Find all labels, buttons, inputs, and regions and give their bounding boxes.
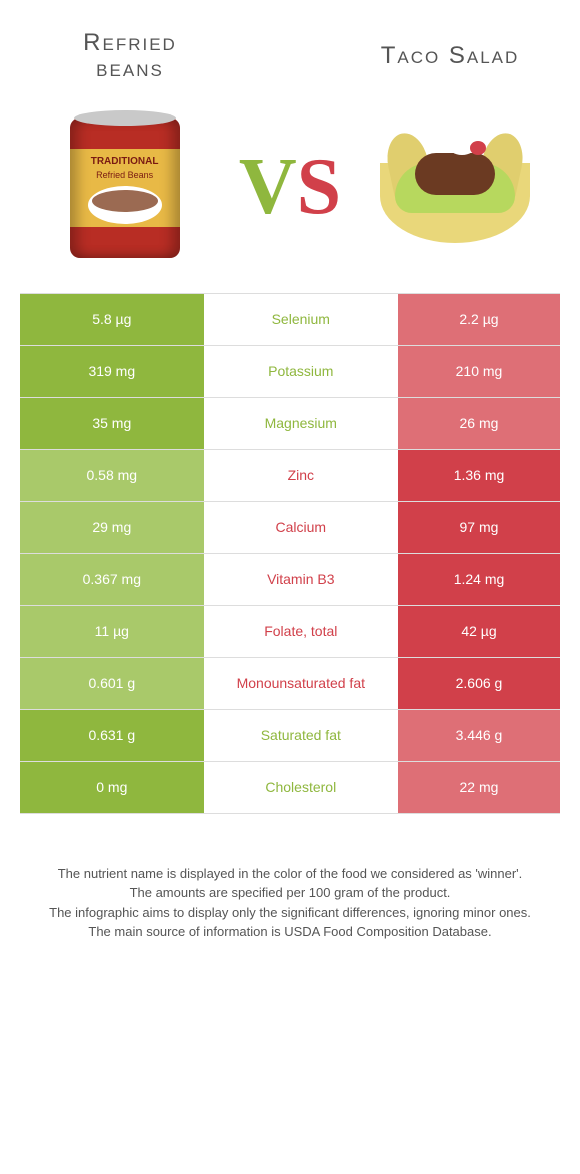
right-value: 210 mg (398, 346, 560, 397)
right-value: 2.606 g (398, 658, 560, 709)
nutrient-name: Magnesium (204, 398, 398, 449)
can-icon: TRADITIONAL Refried Beans (70, 118, 180, 258)
table-row: 29 mgCalcium97 mg (20, 502, 560, 554)
left-food-image: TRADITIONAL Refried Beans (50, 113, 200, 263)
table-row: 5.8 µgSelenium2.2 µg (20, 294, 560, 346)
vs-s: S (297, 143, 342, 231)
right-value: 22 mg (398, 762, 560, 813)
footer: The nutrient name is displayed in the co… (0, 814, 580, 942)
nutrient-name: Folate, total (204, 606, 398, 657)
left-value: 11 µg (20, 606, 204, 657)
left-value: 35 mg (20, 398, 204, 449)
right-value: 26 mg (398, 398, 560, 449)
left-value: 0 mg (20, 762, 204, 813)
table-row: 0.58 mgZinc1.36 mg (20, 450, 560, 502)
left-value: 5.8 µg (20, 294, 204, 345)
left-value: 29 mg (20, 502, 204, 553)
nutrient-name: Cholesterol (204, 762, 398, 813)
footer-line-2: The amounts are specified per 100 gram o… (30, 883, 550, 903)
right-value: 2.2 µg (398, 294, 560, 345)
left-value: 0.367 mg (20, 554, 204, 605)
table-row: 0.601 gMonounsaturated fat2.606 g (20, 658, 560, 710)
comparison-table: 5.8 µgSelenium2.2 µg319 mgPotassium210 m… (20, 293, 560, 814)
title-left-line2: beans (96, 55, 164, 82)
can-label: TRADITIONAL (70, 156, 180, 167)
nutrient-name: Zinc (204, 450, 398, 501)
table-row: 319 mgPotassium210 mg (20, 346, 560, 398)
title-right: Taco Salad (350, 42, 550, 70)
footer-line-4: The main source of information is USDA F… (30, 922, 550, 942)
table-row: 35 mgMagnesium26 mg (20, 398, 560, 450)
table-row: 0 mgCholesterol22 mg (20, 762, 560, 814)
title-left-line1: Refried (83, 29, 177, 56)
right-value: 42 µg (398, 606, 560, 657)
left-value: 0.601 g (20, 658, 204, 709)
right-food-image (380, 113, 530, 263)
footer-line-3: The infographic aims to display only the… (30, 903, 550, 923)
nutrient-name: Potassium (204, 346, 398, 397)
title-left: Refried beans (30, 30, 230, 83)
table-row: 0.631 gSaturated fat3.446 g (20, 710, 560, 762)
nutrient-name: Selenium (204, 294, 398, 345)
right-value: 97 mg (398, 502, 560, 553)
table-row: 11 µgFolate, total42 µg (20, 606, 560, 658)
header: Refried beans Taco Salad (0, 0, 580, 93)
nutrient-name: Calcium (204, 502, 398, 553)
nutrient-name: Monounsaturated fat (204, 658, 398, 709)
nutrient-name: Saturated fat (204, 710, 398, 761)
right-value: 1.36 mg (398, 450, 560, 501)
taco-icon (380, 133, 530, 243)
left-value: 319 mg (20, 346, 204, 397)
can-sub: Refried Beans (70, 170, 180, 180)
nutrient-name: Vitamin B3 (204, 554, 398, 605)
images-row: TRADITIONAL Refried Beans VS (0, 93, 580, 293)
right-value: 1.24 mg (398, 554, 560, 605)
right-value: 3.446 g (398, 710, 560, 761)
vs-label: VS (239, 142, 341, 233)
vs-v: V (239, 143, 297, 231)
can-bowl-icon (88, 186, 162, 224)
table-row: 0.367 mgVitamin B31.24 mg (20, 554, 560, 606)
left-value: 0.631 g (20, 710, 204, 761)
footer-line-1: The nutrient name is displayed in the co… (30, 864, 550, 884)
left-value: 0.58 mg (20, 450, 204, 501)
